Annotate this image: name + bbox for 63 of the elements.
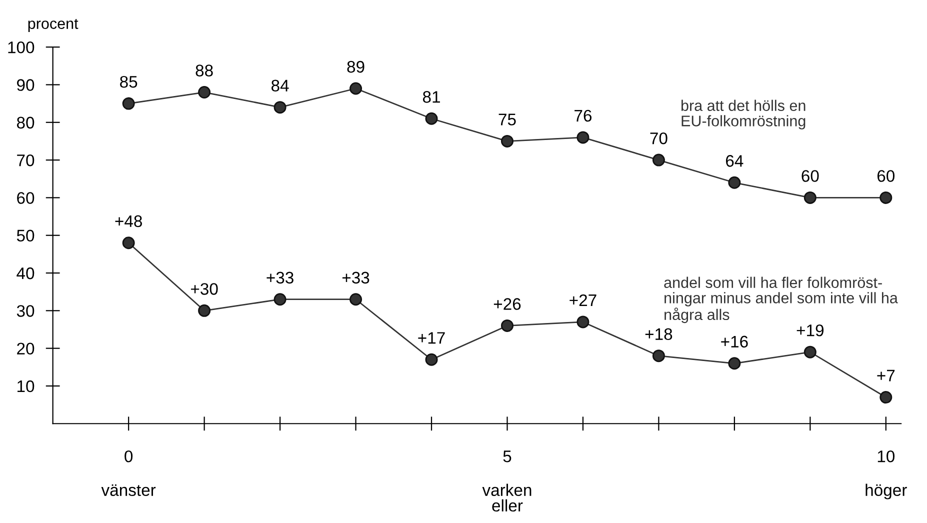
point xyxy=(500,134,514,148)
data-label: +17 xyxy=(418,332,445,344)
point xyxy=(652,350,665,362)
data-label: 89 xyxy=(347,60,364,73)
data-label: 84 xyxy=(271,80,289,92)
point xyxy=(576,131,590,144)
point xyxy=(350,82,362,95)
text: höger xyxy=(866,484,907,500)
y-axis-title: procent xyxy=(28,18,78,32)
point xyxy=(425,112,438,125)
data-label: +19 xyxy=(796,324,824,336)
text: vänster xyxy=(101,484,156,496)
point xyxy=(425,353,438,366)
y-tick-label: 80 xyxy=(16,116,34,129)
data-label: +48 xyxy=(115,215,142,228)
point xyxy=(728,357,741,370)
point xyxy=(274,293,286,306)
data-label: +7 xyxy=(877,370,895,382)
data-label: +30 xyxy=(190,283,218,295)
point xyxy=(652,154,665,166)
point xyxy=(122,236,135,250)
data-label: 70 xyxy=(650,132,668,144)
data-label: 75 xyxy=(498,114,516,126)
data-label: +16 xyxy=(721,336,748,348)
data-label: 76 xyxy=(574,110,592,122)
data-label: 81 xyxy=(422,91,440,103)
point xyxy=(198,86,211,99)
data-label: +26 xyxy=(494,298,521,310)
data-label: 85 xyxy=(120,76,138,88)
data-label: +18 xyxy=(645,328,672,340)
text: varken eller xyxy=(482,484,532,512)
point xyxy=(274,101,286,114)
point xyxy=(728,176,741,189)
data-label: +33 xyxy=(266,272,294,284)
point xyxy=(122,97,135,110)
data-label: 60 xyxy=(802,170,819,182)
y-tick-label: 60 xyxy=(17,192,34,204)
y-tick-label: 10 xyxy=(18,380,34,392)
x-tick-label: 5 xyxy=(503,450,512,462)
text: bra att det hölls en EU-folkomröstning xyxy=(681,100,806,130)
data-label: 64 xyxy=(726,155,744,167)
y-tick-label: 50 xyxy=(16,230,34,242)
x-tick-label: 10 xyxy=(878,450,895,462)
point xyxy=(804,191,816,204)
series-label: andel som vill ha fler folkomröst- ningar minus andel som inte vill ha några alls xyxy=(664,276,898,324)
data-label: 88 xyxy=(196,64,213,76)
point xyxy=(880,391,892,404)
y-tick-label: 30 xyxy=(16,305,34,317)
data-label: +27 xyxy=(570,294,596,306)
point xyxy=(198,304,211,317)
data-label: +33 xyxy=(342,272,370,284)
y-tick-label: 70 xyxy=(17,154,34,166)
y-tick-label: 20 xyxy=(17,342,34,355)
point xyxy=(576,316,590,328)
point xyxy=(350,293,362,306)
point xyxy=(804,346,816,358)
y-tick-label: 40 xyxy=(16,267,34,280)
point xyxy=(500,319,514,332)
x-tick-label: 0 xyxy=(124,450,133,462)
y-tick-label: 90 xyxy=(17,79,34,91)
data-label: 60 xyxy=(877,170,895,182)
y-tick-label: 100 xyxy=(8,41,34,54)
point xyxy=(880,191,892,204)
